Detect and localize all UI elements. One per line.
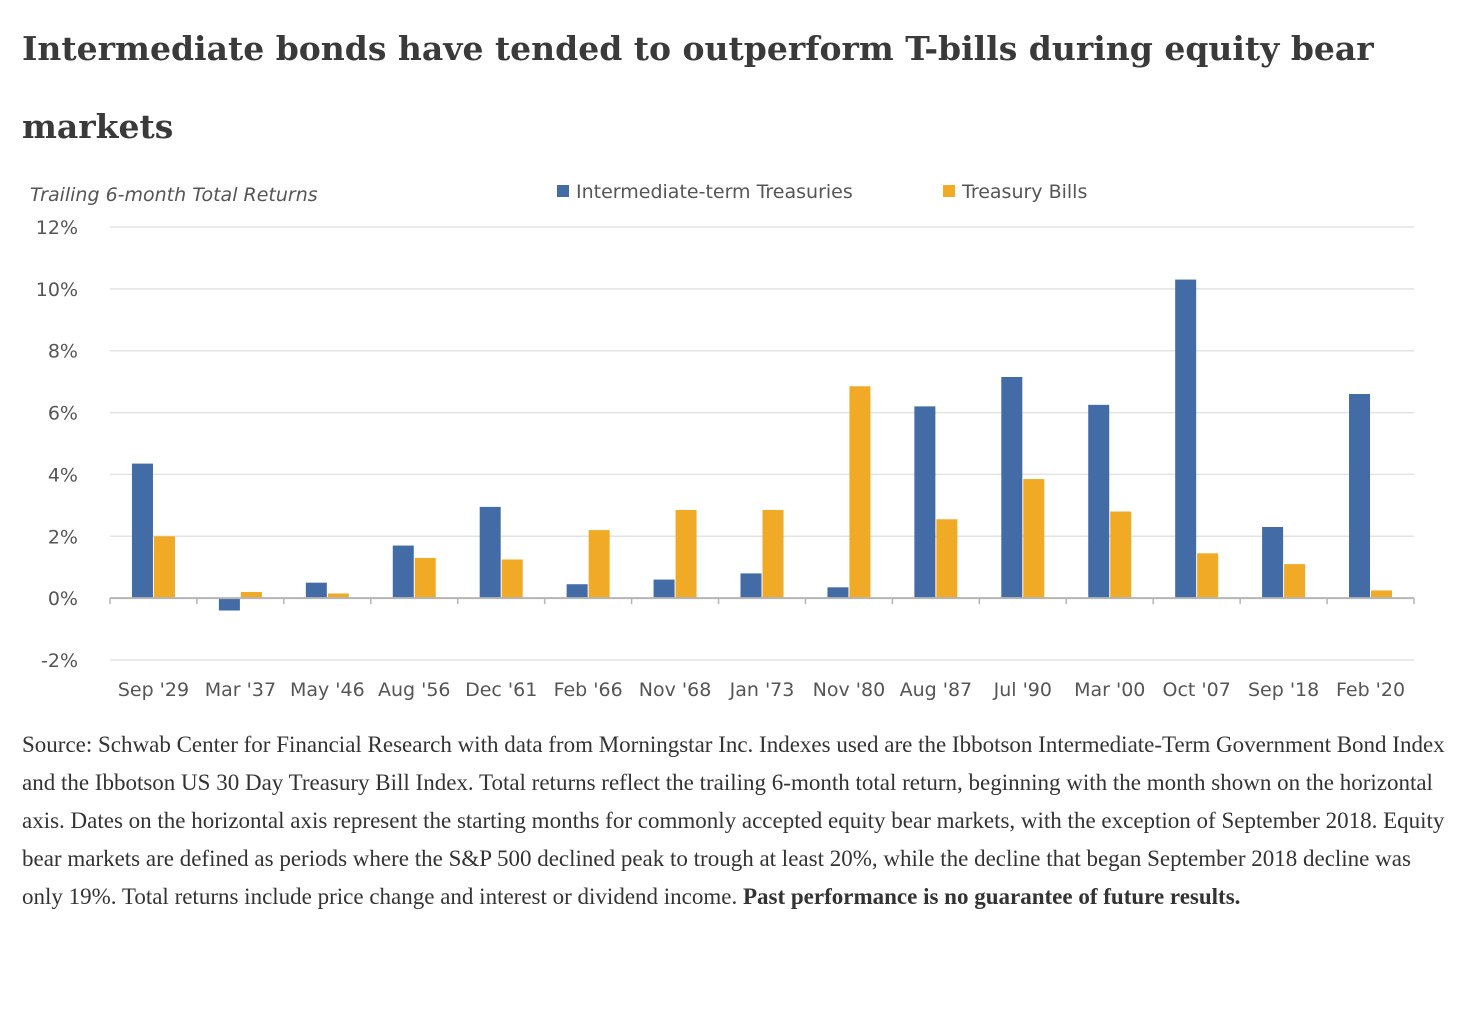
y-tick-label: 6% xyxy=(48,403,78,425)
bar-treasury-bills xyxy=(1197,553,1219,599)
source-note: Source: Schwab Center for Financial Rese… xyxy=(22,726,1454,916)
bar-intermediate-treasuries xyxy=(827,587,849,599)
bar-intermediate-treasuries xyxy=(1175,279,1197,599)
chart-subtitle: Trailing 6-month Total Returns xyxy=(30,184,318,206)
x-tick-label: Sep '29 xyxy=(118,679,189,701)
x-tick-label: Nov '68 xyxy=(639,679,712,701)
bar-treasury-bills xyxy=(240,591,262,599)
bar-intermediate-treasuries xyxy=(218,598,240,611)
bar-intermediate-treasuries xyxy=(1349,394,1371,599)
x-tick-label: Aug '56 xyxy=(378,679,451,701)
x-tick-label: Jul '90 xyxy=(993,679,1052,701)
x-tick-label: Mar '37 xyxy=(205,679,276,701)
bar-treasury-bills xyxy=(501,559,523,599)
bar-treasury-bills xyxy=(762,509,784,599)
bar-treasury-bills xyxy=(1023,479,1045,599)
bar-intermediate-treasuries xyxy=(305,582,327,599)
bar-treasury-bills xyxy=(936,519,958,599)
bar-treasury-bills xyxy=(153,536,175,599)
y-tick-label: 8% xyxy=(48,341,78,363)
x-tick-label: Sep '18 xyxy=(1248,679,1319,701)
x-tick-label: Mar '00 xyxy=(1074,679,1145,701)
y-tick-label: 4% xyxy=(48,464,78,486)
x-tick-label: Feb '20 xyxy=(1336,679,1405,701)
bar-intermediate-treasuries xyxy=(740,573,762,599)
bar-treasury-bills xyxy=(1284,564,1306,599)
legend-swatch-intermediate xyxy=(557,185,569,197)
x-tick-label: Aug '87 xyxy=(900,679,973,701)
x-tick-label: Jan '73 xyxy=(729,679,795,701)
bar-treasury-bills xyxy=(675,509,697,599)
gridlines xyxy=(110,226,1414,661)
bar-intermediate-treasuries xyxy=(653,579,675,599)
source-text: Source: Schwab Center for Financial Rese… xyxy=(22,732,1445,909)
x-tick-label: May '46 xyxy=(290,679,365,701)
page-title: Intermediate bonds have tended to outper… xyxy=(22,29,1374,146)
bar-treasury-bills xyxy=(849,386,871,599)
y-tick-label: 0% xyxy=(48,588,78,610)
bar-treasury-bills xyxy=(1371,590,1393,599)
bar-intermediate-treasuries xyxy=(1262,527,1284,599)
legend-label-intermediate: Intermediate-term Treasuries xyxy=(576,181,853,203)
bar-treasury-bills xyxy=(1110,511,1132,599)
y-tick-label: 2% xyxy=(48,526,78,548)
bar-intermediate-treasuries xyxy=(131,463,153,599)
bar-treasury-bills xyxy=(588,530,610,599)
x-tick-label: Dec '61 xyxy=(465,679,537,701)
bar-intermediate-treasuries xyxy=(392,545,414,599)
x-tick-label: Nov '80 xyxy=(813,679,886,701)
performance-disclaimer: Past performance is no guarantee of futu… xyxy=(742,884,1241,909)
bar-chart: 12% 10% 8% 6% 4% 2% 0% -2% Sep '29 Mar '37 May '4… xyxy=(30,181,1415,701)
bar-intermediate-treasuries xyxy=(479,506,501,599)
bar-treasury-bills xyxy=(327,593,349,599)
bar-treasury-bills xyxy=(414,557,436,599)
bar-intermediate-treasuries xyxy=(1088,404,1110,599)
y-tick-label: 12% xyxy=(36,217,78,239)
legend-swatch-bills xyxy=(943,185,955,197)
y-axis: 12% 10% 8% 6% 4% 2% 0% -2% xyxy=(36,217,78,672)
y-tick-label: 10% xyxy=(36,279,78,301)
legend: Intermediate-term Treasuries Treasury Bi… xyxy=(557,181,1087,203)
bar-intermediate-treasuries xyxy=(566,584,588,599)
x-tick-label: Feb '66 xyxy=(554,679,623,701)
x-tick-label: Oct '07 xyxy=(1163,679,1231,701)
bar-intermediate-treasuries xyxy=(1001,377,1023,599)
bar-intermediate-treasuries xyxy=(914,406,936,599)
x-axis: Sep '29 Mar '37 May '46 Aug '56 Dec '61 Feb '… xyxy=(109,597,1415,701)
bars xyxy=(131,279,1393,611)
legend-label-bills: Treasury Bills xyxy=(961,181,1087,203)
y-tick-label: -2% xyxy=(41,650,78,672)
